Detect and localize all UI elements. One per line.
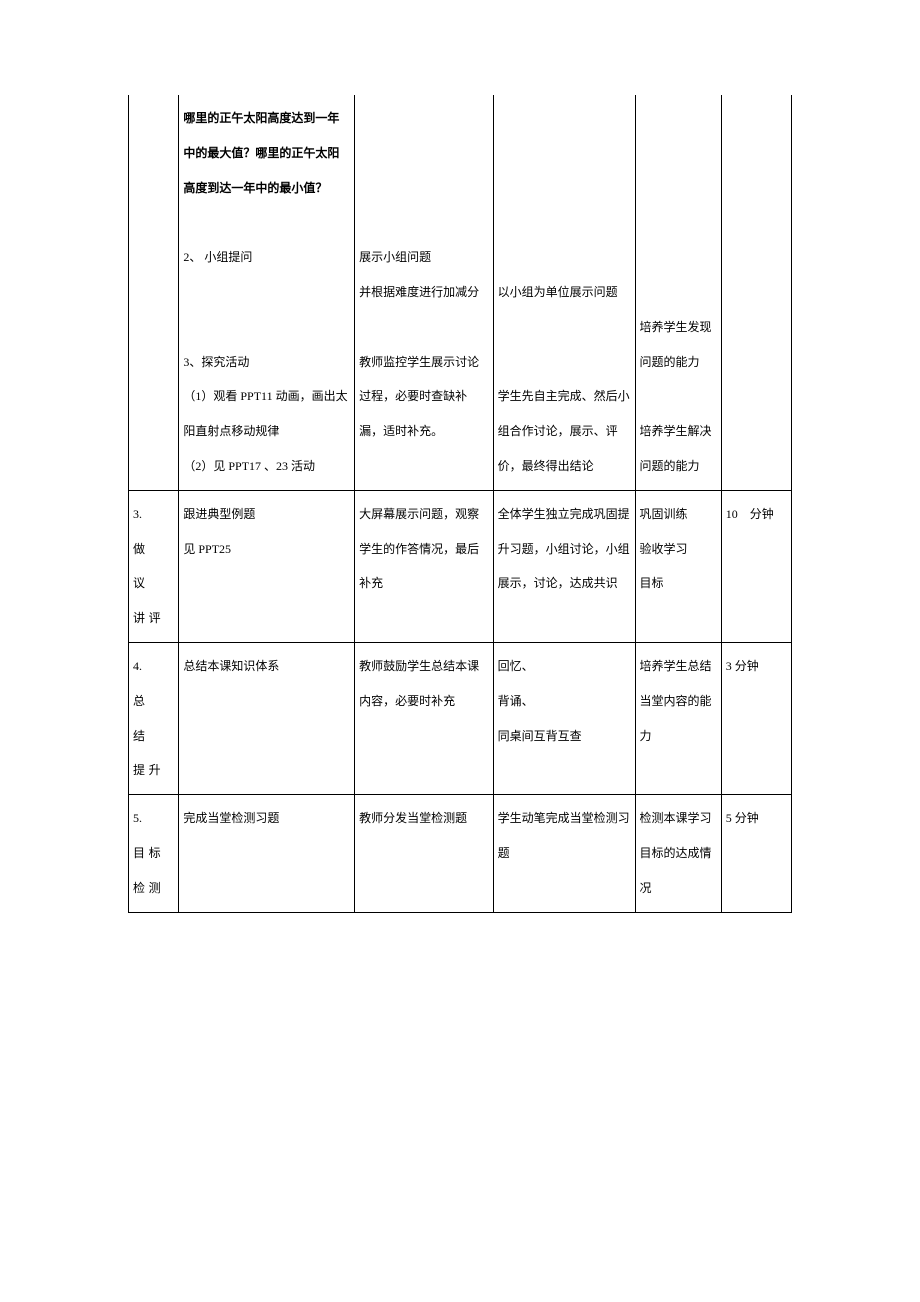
cell-content: 完成当堂检测习题: [179, 795, 355, 912]
cell-time: [721, 95, 791, 490]
cell-time: 10 分钟: [721, 490, 791, 642]
student-text: 学生先自主完成、然后小组合作讨论，展示、评价，最终得出结论: [498, 389, 630, 473]
cell-teacher: 展示小组问题 并根据难度进行加减分 教师监控学生展示讨论过程，必要时查缺补漏，适…: [355, 95, 494, 490]
cell-purpose: 巩固训练验收学习目标: [635, 490, 721, 642]
cell-student: 以小组为单位展示问题 学生先自主完成、然后小组合作讨论，展示、评价，最终得出结论: [493, 95, 635, 490]
cell-teacher: 教师分发当堂检测题: [355, 795, 494, 912]
content-item: （2）见 PPT17 、23 活动: [183, 459, 315, 473]
table-row: 4.总结提升 总结本课知识体系 教师鼓励学生总结本课内容，必要时补充 回忆、背诵…: [129, 642, 792, 794]
table-row: 3.做议讲评 跟进典型例题见 PPT25 大屏幕展示问题，观察学生的作答情况，最…: [129, 490, 792, 642]
cell-content: 跟进典型例题见 PPT25: [179, 490, 355, 642]
cell-stage: [129, 95, 179, 490]
purpose-text: 培养学生解决问题的能力: [640, 424, 712, 473]
cell-content: 哪里的正午太阳高度达到一年中的最大值？哪里的正午太阳高度到达一年中的最小值？ 2…: [179, 95, 355, 490]
cell-teacher: 教师鼓励学生总结本课内容，必要时补充: [355, 642, 494, 794]
content-item: 3、探究活动: [183, 355, 249, 369]
cell-teacher: 大屏幕展示问题，观察学生的作答情况，最后补充: [355, 490, 494, 642]
teacher-text: 展示小组问题: [359, 250, 431, 264]
cell-stage: 4.总结提升: [129, 642, 179, 794]
cell-student: 全体学生独立完成巩固提升习题，小组讨论，小组展示，讨论，达成共识: [493, 490, 635, 642]
content-item: （1）观看 PPT11 动画，画出太阳直射点移动规律: [183, 389, 347, 438]
teacher-text: 教师监控学生展示讨论过程，必要时查缺补漏，适时补充。: [359, 355, 479, 439]
cell-purpose: 检测本课学习目标的达成情况: [635, 795, 721, 912]
cell-purpose: 培养学生总结当堂内容的能力: [635, 642, 721, 794]
table-row: 哪里的正午太阳高度达到一年中的最大值？哪里的正午太阳高度到达一年中的最小值？ 2…: [129, 95, 792, 490]
purpose-text: 培养学生发现问题的能力: [640, 320, 712, 369]
cell-purpose: 培养学生发现问题的能力 培养学生解决问题的能力: [635, 95, 721, 490]
cell-student: 回忆、背诵、同桌间互背互查: [493, 642, 635, 794]
bold-question: 哪里的正午太阳高度达到一年中的最大值？哪里的正午太阳高度到达一年中的最小值？: [183, 111, 339, 195]
cell-stage: 5.目标检测: [129, 795, 179, 912]
cell-time: 5 分钟: [721, 795, 791, 912]
cell-content: 总结本课知识体系: [179, 642, 355, 794]
student-text: 以小组为单位展示问题: [498, 285, 618, 299]
cell-stage: 3.做议讲评: [129, 490, 179, 642]
cell-student: 学生动笔完成当堂检测习题: [493, 795, 635, 912]
lesson-plan-table: 哪里的正午太阳高度达到一年中的最大值？哪里的正午太阳高度到达一年中的最小值？ 2…: [128, 95, 792, 913]
table-row: 5.目标检测 完成当堂检测习题 教师分发当堂检测题 学生动笔完成当堂检测习题 检…: [129, 795, 792, 912]
teacher-text: 并根据难度进行加减分: [359, 285, 479, 299]
cell-time: 3 分钟: [721, 642, 791, 794]
content-item: 2、 小组提问: [183, 250, 252, 264]
